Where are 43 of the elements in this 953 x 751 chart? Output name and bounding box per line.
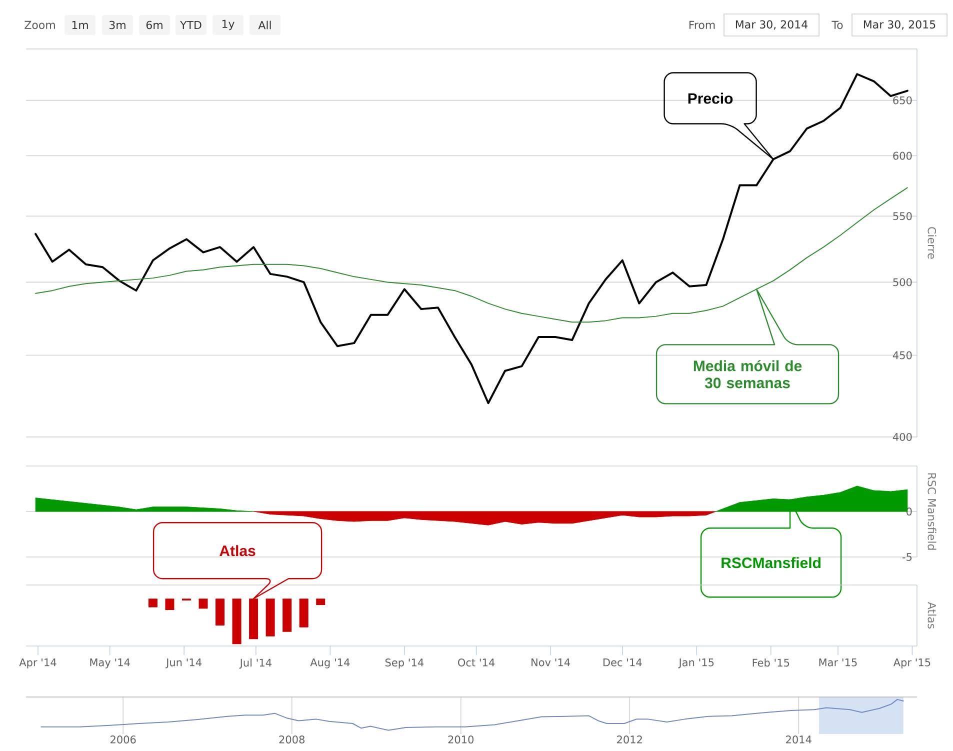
x-tick-label: 2012 bbox=[617, 736, 642, 744]
x-tick-label: Mar '15 bbox=[819, 658, 857, 666]
x-tick-label: 2010 bbox=[448, 736, 474, 744]
x-tick-label: Jul '14 bbox=[239, 658, 272, 669]
x-tick-label: Oct '14 bbox=[458, 658, 495, 666]
x-tick-label: Jan '15 bbox=[678, 658, 714, 668]
text: YTD bbox=[180, 20, 202, 29]
y-tick-label: 400 bbox=[892, 432, 912, 441]
text: 1m bbox=[72, 20, 88, 29]
y-axis-title: RSC Mansfield bbox=[928, 473, 936, 550]
text: 3m bbox=[109, 20, 126, 30]
y-tick-label: 550 bbox=[893, 212, 912, 220]
text: 6m bbox=[146, 20, 162, 30]
text: Mar 30, 2014 bbox=[736, 20, 808, 30]
text: Mar 30, 2015 bbox=[864, 20, 936, 30]
x-tick-label: May '14 bbox=[90, 658, 130, 668]
x-tick-label: 2008 bbox=[279, 736, 305, 744]
x-tick-label: Jun '14 bbox=[166, 658, 202, 668]
text: RSCMansfield bbox=[722, 557, 820, 568]
x-tick-label: 2006 bbox=[110, 736, 136, 744]
text: 1y bbox=[222, 20, 234, 30]
y-tick-label: 650 bbox=[893, 96, 912, 104]
text: Atlas bbox=[220, 545, 256, 556]
legend-label: Media móvil de 30 semanas bbox=[694, 360, 802, 388]
text: All bbox=[258, 20, 271, 30]
text: To bbox=[832, 20, 843, 30]
y-tick-label: 600 bbox=[893, 152, 912, 160]
y-tick-label: 500 bbox=[893, 278, 912, 286]
x-tick-label: Aug '14 bbox=[310, 658, 350, 668]
x-tick-label: 2014 bbox=[786, 736, 812, 744]
y-axis-title: Atlas bbox=[928, 602, 936, 629]
y-tick-label: 450 bbox=[892, 351, 912, 360]
y-axis-title: Cierre bbox=[928, 227, 936, 259]
text: From bbox=[689, 20, 715, 30]
x-tick-label: Feb '15 bbox=[752, 658, 790, 667]
text: Precio bbox=[688, 92, 733, 104]
x-tick-label: Nov '14 bbox=[532, 658, 570, 666]
x-tick-label: Sep '14 bbox=[385, 658, 424, 668]
x-tick-label: Dec '14 bbox=[603, 658, 642, 666]
y-tick-label: -5 bbox=[902, 553, 912, 561]
text: Zoom bbox=[24, 20, 55, 30]
x-tick-label: Apr '14 bbox=[19, 658, 56, 668]
x-tick-label: Apr '15 bbox=[893, 658, 930, 668]
